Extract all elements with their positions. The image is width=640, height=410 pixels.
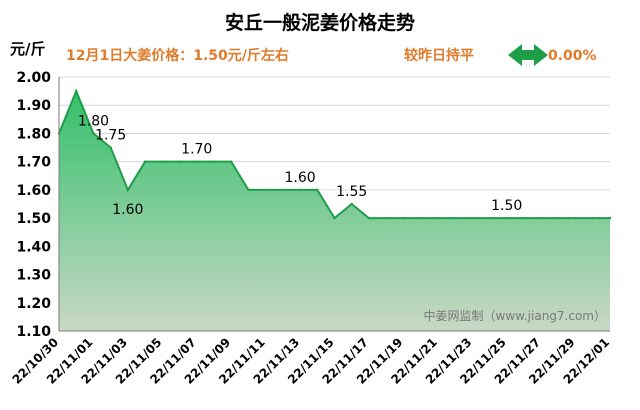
price-point: [591, 216, 594, 220]
price-point: [316, 188, 319, 192]
chart-title: 安丘一般泥姜价格走势: [225, 11, 415, 34]
price-point: [298, 188, 302, 192]
price-point: [384, 216, 388, 220]
price-point: [608, 216, 612, 220]
price-point: [367, 216, 371, 220]
price-point: [126, 188, 130, 192]
price-point: [471, 216, 474, 220]
price-area: [59, 91, 610, 331]
price-point: [264, 188, 267, 192]
double-arrow-icon: [508, 44, 548, 66]
price-point: [402, 216, 405, 220]
price-point: [557, 216, 560, 220]
y-axis-unit: 元/斤: [10, 40, 45, 58]
price-point: [333, 216, 336, 220]
data-label: 1.50: [491, 198, 522, 214]
y-tick-label: 1.50: [16, 211, 51, 227]
y-tick-label: 1.90: [16, 98, 51, 114]
price-point: [229, 160, 233, 163]
price-point: [195, 160, 198, 163]
price-point: [109, 146, 112, 149]
data-label: 1.80: [78, 113, 109, 129]
price-point: [453, 216, 457, 220]
price-point: [539, 216, 543, 220]
y-tick-label: 1.80: [16, 126, 51, 142]
data-label: 1.55: [336, 184, 367, 200]
y-tick-label: 2.00: [16, 70, 51, 86]
data-label: 1.60: [112, 202, 143, 218]
change-text: 较昨日持平: [404, 47, 474, 64]
price-point: [436, 216, 440, 220]
price-point: [350, 202, 353, 206]
chart-subtitle: 12月1日大姜价格：1.50元/斤左右: [66, 47, 289, 64]
y-tick-label: 1.10: [16, 324, 51, 340]
price-point: [75, 89, 78, 93]
data-label: 1.70: [181, 142, 212, 158]
data-label: 1.75: [95, 128, 126, 144]
y-tick-label: 1.70: [16, 155, 51, 171]
price-point: [212, 160, 216, 163]
y-tick-label: 1.40: [16, 239, 51, 255]
price-point: [574, 216, 577, 220]
data-label: 1.60: [284, 170, 315, 186]
price-point: [178, 160, 181, 163]
change-value: 0.00%: [548, 48, 597, 64]
y-tick-label: 1.60: [16, 183, 51, 199]
price-point: [419, 216, 422, 220]
y-tick-label: 1.30: [16, 268, 51, 284]
price-point: [488, 216, 491, 220]
price-point: [143, 160, 147, 163]
price-point: [92, 132, 95, 135]
price-point: [161, 160, 164, 163]
watermark: 中姜网监制（www.jiang7.com）: [424, 308, 606, 323]
price-point: [281, 188, 285, 192]
price-point: [247, 188, 250, 192]
price-point: [505, 216, 508, 220]
price-point: [522, 216, 526, 220]
y-tick-label: 1.20: [16, 296, 51, 312]
